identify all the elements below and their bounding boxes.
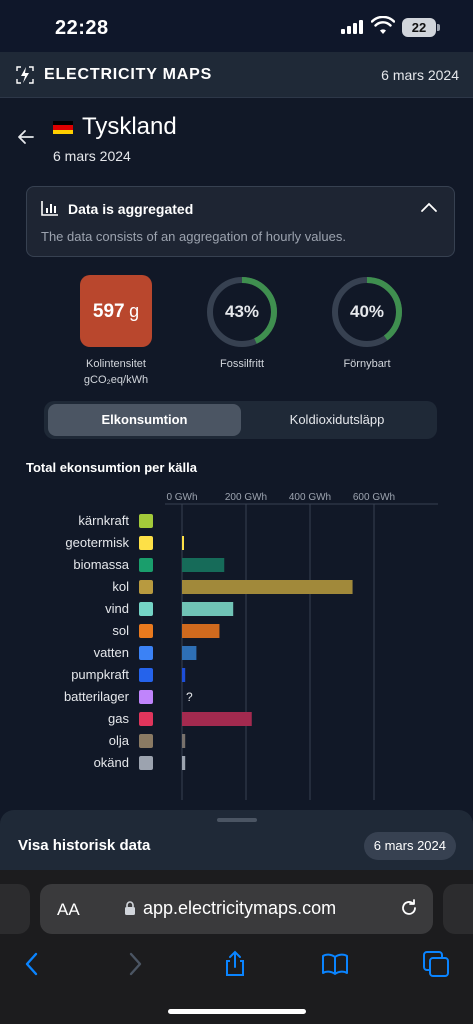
source-icon xyxy=(139,514,153,528)
previous-tab-preview[interactable] xyxy=(0,884,30,934)
bar xyxy=(182,602,234,616)
source-icon xyxy=(139,690,153,704)
category-label: geotermisk xyxy=(65,535,129,550)
bar xyxy=(182,756,186,770)
carbon-label-line1: Kolintensitet xyxy=(86,358,146,370)
url-text[interactable]: app.electricitymaps.com xyxy=(143,898,337,918)
history-label: Visa historisk data xyxy=(18,837,151,854)
bar xyxy=(182,624,220,638)
bookmarks-icon[interactable] xyxy=(321,950,349,978)
browser-toolbar: AA app.electricitymaps.com xyxy=(0,870,473,1024)
back-arrow-icon[interactable] xyxy=(16,127,36,147)
bar-chart-icon xyxy=(41,201,58,216)
cellular-signal-icon xyxy=(341,20,365,34)
category-label: okänd xyxy=(94,755,129,770)
category-label: vind xyxy=(105,601,129,616)
chevron-up-icon[interactable] xyxy=(420,201,438,213)
browser-nav-row xyxy=(0,948,473,988)
lock-icon xyxy=(125,901,135,915)
category-label: batterilager xyxy=(64,689,130,704)
source-icon xyxy=(139,712,153,726)
category-label: gas xyxy=(108,711,129,726)
source-icon xyxy=(139,624,153,638)
fossil-free-ring xyxy=(207,277,277,347)
renewable-ring xyxy=(332,277,402,347)
source-icon xyxy=(139,646,153,660)
source-icon xyxy=(139,734,153,748)
source-icon xyxy=(139,536,153,550)
wifi-icon xyxy=(371,16,395,34)
aa-label: AA xyxy=(57,900,80,919)
app-header: ELECTRICITY MAPS 6 mars 2024 xyxy=(0,52,473,98)
tab-electricity-consumption[interactable]: Elkonsumtion xyxy=(48,404,241,436)
zone-date: 6 mars 2024 xyxy=(53,148,131,164)
renewable-label: Förnybart xyxy=(343,358,391,370)
header-date[interactable]: 6 mars 2024 xyxy=(381,67,459,83)
chart-title: Total ekonsumtion per källa xyxy=(26,460,197,475)
carbon-intensity-unit: g xyxy=(129,301,140,321)
source-icon xyxy=(139,558,153,572)
status-time: 22:28 xyxy=(55,17,109,39)
tab-emissions[interactable]: Koldioxidutsläpp xyxy=(289,412,385,427)
x-tick-label: 200 GWh xyxy=(225,492,267,503)
tabs-icon[interactable] xyxy=(422,950,450,978)
bar xyxy=(182,558,225,572)
renewable-value: 40% xyxy=(349,302,385,321)
aggregated-info-panel[interactable]: Data is aggregated The data consists of … xyxy=(26,186,455,257)
next-tab-preview[interactable] xyxy=(443,884,473,934)
missing-value-label: ? xyxy=(186,690,193,704)
category-label: kol xyxy=(112,579,129,594)
x-tick-label: 400 GWh xyxy=(289,492,331,503)
bar xyxy=(182,536,184,550)
category-label: kärnkraft xyxy=(78,513,129,528)
history-date-button[interactable]: 6 mars 2024 xyxy=(363,832,456,860)
forward-icon[interactable] xyxy=(121,950,149,978)
bar xyxy=(182,712,252,726)
carbon-label-line2: gCO₂eq/kWh xyxy=(83,374,149,386)
bar xyxy=(182,734,186,748)
category-label: vatten xyxy=(94,645,129,660)
bar xyxy=(182,668,186,682)
x-tick-label: 600 GWh xyxy=(353,492,395,503)
consumption-bar-chart: 0 GWh 200 GWh 400 GWh 600 GWh kärnkraft geote… xyxy=(0,485,473,805)
aggregated-title: Data is aggregated xyxy=(68,201,194,217)
home-indicator xyxy=(168,1009,306,1014)
category-label: biomassa xyxy=(73,557,129,572)
carbon-intensity-label: Kolintensitet gCO₂eq/kWh xyxy=(66,356,166,388)
aggregated-description: The data consists of an aggregation of h… xyxy=(41,229,346,244)
source-icon xyxy=(139,580,153,594)
address-bar[interactable]: AA app.electricitymaps.com xyxy=(40,884,433,934)
reader-settings-button[interactable]: AA xyxy=(57,900,80,920)
reload-icon[interactable] xyxy=(399,898,419,918)
germany-flag-icon xyxy=(53,121,73,134)
brand-name[interactable]: ELECTRICITY MAPS xyxy=(44,66,213,83)
category-label: pumpkraft xyxy=(71,667,129,682)
sheet-grabber[interactable] xyxy=(217,818,257,822)
category-label: olja xyxy=(109,733,130,748)
bar xyxy=(182,580,353,594)
bar xyxy=(182,646,197,660)
carbon-intensity-value: 597 xyxy=(92,301,125,322)
source-icon xyxy=(139,756,153,770)
x-tick-label: 0 GWh xyxy=(166,492,197,503)
back-icon[interactable] xyxy=(18,950,46,978)
lightning-logo-icon xyxy=(16,66,34,84)
category-label: sol xyxy=(112,623,129,638)
fossil-free-label: Fossilfritt xyxy=(220,358,264,370)
data-type-toggle: Elkonsumtion Koldioxidutsläpp xyxy=(44,401,437,439)
fossil-free-value: 43% xyxy=(224,302,260,321)
battery-indicator: 22 xyxy=(402,18,440,37)
source-icon xyxy=(139,602,153,616)
share-icon[interactable] xyxy=(221,950,249,978)
zone-name: Tyskland xyxy=(82,113,177,140)
status-bar: 22:28 22 xyxy=(0,0,473,52)
carbon-intensity-box: 597 g xyxy=(80,275,152,347)
source-icon xyxy=(139,668,153,682)
